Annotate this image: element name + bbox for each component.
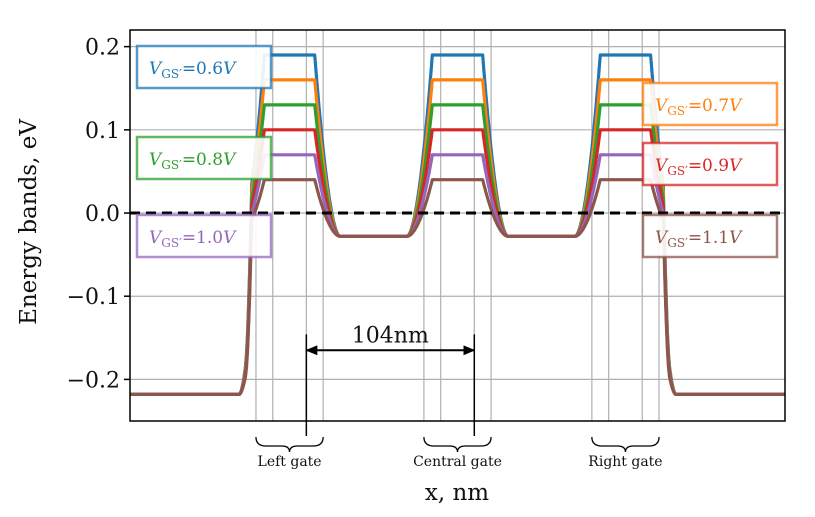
y-tick-label: −0.2	[67, 368, 120, 393]
legend-box-frame	[135, 135, 273, 181]
dimension-label: 104nm	[352, 323, 429, 348]
gate-annotations: Left gate Central gate Right gate	[255, 436, 663, 470]
legend-label: VGS′=0.6V	[149, 59, 237, 81]
legend-label: VGS′=0.8V	[149, 150, 237, 172]
y-tick-label: 0.1	[85, 119, 120, 144]
y-tick-label: −0.1	[67, 285, 120, 310]
legend-label: VGS′=1.1V	[655, 228, 743, 250]
x-axis-label: x, nm	[425, 480, 489, 506]
series-line-6	[130, 178, 785, 396]
dimension-annotation: 104nm	[305, 323, 476, 436]
legend-boxes: VGS′=0.6V VGS′=0.8V VGS′=1.0V VGS′=0.7V VGS′…	[135, 44, 779, 259]
series-line-5	[130, 153, 785, 396]
legend-label: VGS′=1.0V	[149, 228, 237, 250]
gate-label: Right gate	[588, 454, 662, 470]
y-axis-label: Energy bands, eV	[16, 119, 42, 325]
gate-label: Central gate	[413, 454, 502, 470]
legend-box: VGS′=0.6V	[135, 44, 273, 90]
series-group	[130, 53, 785, 396]
gate-brace	[591, 436, 660, 453]
y-axis-ticks: 0.2 0.1 0.0 −0.1 −0.2	[67, 36, 130, 393]
legend-box: VGS′=1.0V	[135, 213, 273, 259]
legend-box: VGS′=0.9V	[641, 141, 779, 187]
legend-box-frame	[135, 44, 273, 90]
legend-box: VGS′=1.1V	[641, 213, 779, 259]
plot-frame	[129, 29, 786, 422]
gate-brace	[255, 436, 324, 453]
y-tick-label: 0.0	[85, 202, 120, 227]
legend-box-frame	[641, 141, 779, 187]
gate-label: Left gate	[258, 454, 322, 470]
legend-box: VGS′=0.8V	[135, 135, 273, 181]
legend-label: VGS′=0.9V	[655, 156, 743, 178]
legend-box: VGS′=0.7V	[641, 81, 779, 127]
legend-box-frame	[641, 213, 779, 259]
legend-box-frame	[135, 213, 273, 259]
y-tick-label: 0.2	[85, 36, 120, 61]
gate-brace	[423, 436, 492, 453]
legend-label: VGS′=0.7V	[655, 96, 743, 118]
legend-box-frame	[641, 81, 779, 127]
